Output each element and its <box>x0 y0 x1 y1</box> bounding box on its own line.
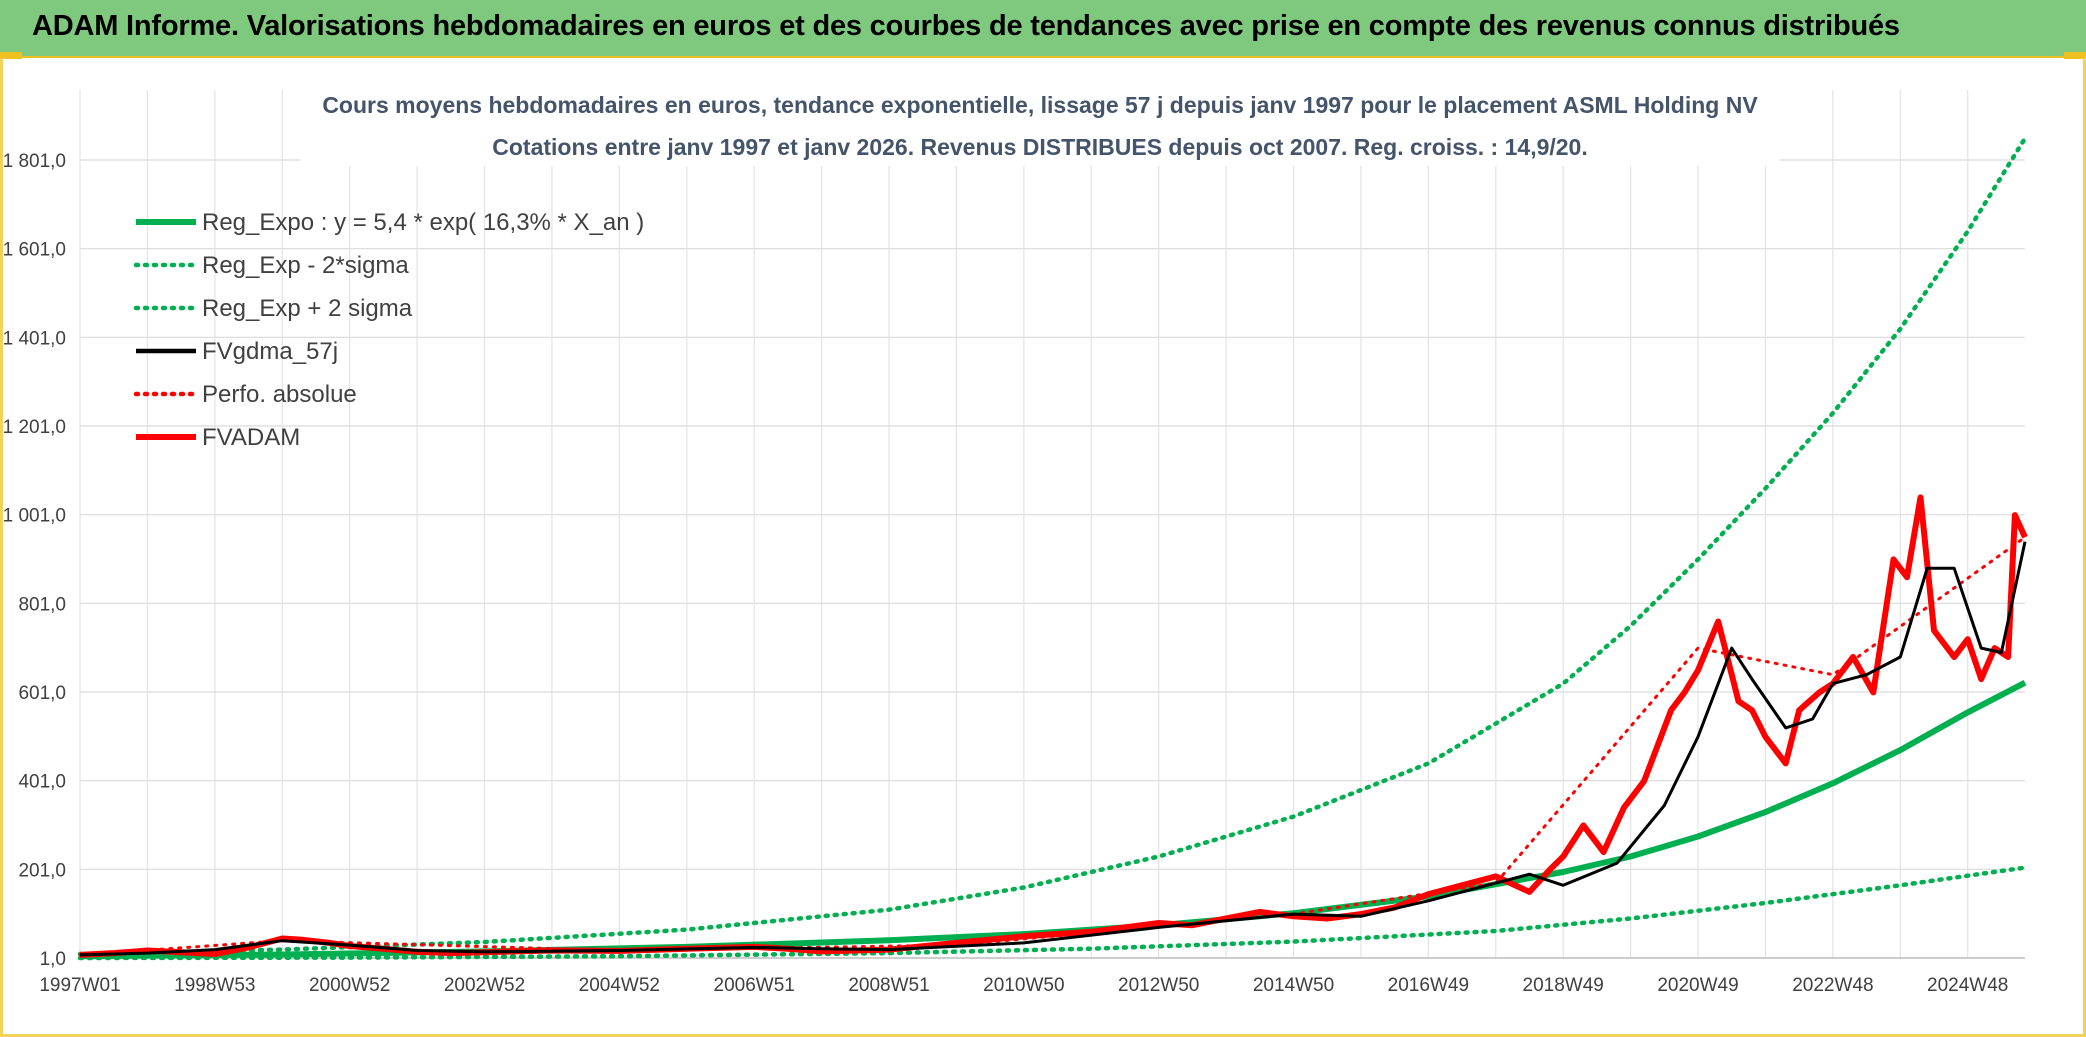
x-tick-label: 2018W49 <box>1523 975 1604 996</box>
x-tick-label: 2012W50 <box>1118 975 1199 996</box>
chart-title-line1: Cours moyens hebdomadaires en euros, ten… <box>322 92 1758 118</box>
y-tick-label: 401,0 <box>18 772 66 793</box>
frame-edge-right <box>2083 58 2086 1037</box>
y-axis-ticks: 1,0 201,0 401,0 601,0 801,0 1 001,0 1 201,0 1 4… <box>3 151 66 970</box>
y-tick-label: 201,0 <box>18 860 66 881</box>
legend-label: FVgdma_57j <box>202 338 338 365</box>
series-line <box>79 494 2028 958</box>
y-tick-label: 601,0 <box>18 683 66 704</box>
series-line <box>79 680 2027 960</box>
title-background <box>300 86 1780 166</box>
x-tick-label: 2000W52 <box>309 975 390 996</box>
y-tick-label: 801,0 <box>18 594 66 615</box>
legend-label: Perfo. absolue <box>202 381 357 408</box>
x-tick-label: 1997W01 <box>39 975 120 996</box>
x-tick-label: 2010W50 <box>983 975 1064 996</box>
x-tick-label: 2008W51 <box>848 975 929 996</box>
x-axis-ticks: 1997W01 1998W53 2000W52 2002W52 2004W52 2006W… <box>39 975 2008 996</box>
y-tick-label: 1,0 <box>40 949 66 970</box>
x-tick-label: 2020W49 <box>1657 975 1738 996</box>
legend-label: Reg_Expo : y = 5,4 * exp( 16,3% * X_an ) <box>202 209 644 236</box>
x-tick-label: 2006W51 <box>714 975 795 996</box>
chart-legend: Reg_Expo : y = 5,4 * exp( 16,3% * X_an )… <box>133 209 644 451</box>
chart-series <box>77 136 2028 961</box>
series-line <box>77 865 2028 961</box>
legend-label: Reg_Exp + 2 sigma <box>202 295 413 322</box>
y-tick-label: 1 401,0 <box>3 328 66 349</box>
report-banner: ADAM Informe. Valorisations hebdomadaire… <box>0 0 2086 58</box>
frame-edge-bottom <box>0 1034 2086 1037</box>
frame-edge-left <box>0 58 3 1037</box>
report-title: ADAM Informe. Valorisations hebdomadaire… <box>32 10 1900 42</box>
y-tick-label: 1 601,0 <box>3 240 66 261</box>
x-tick-label: 1998W53 <box>174 975 255 996</box>
series-line <box>78 535 2027 957</box>
chart-title-line2: Cotations entre janv 1997 et janv 2026. … <box>492 134 1588 160</box>
x-tick-label: 2004W52 <box>579 975 660 996</box>
series-line <box>79 541 2027 957</box>
x-tick-label: 2024W48 <box>1927 975 2008 996</box>
legend-label: FVADAM <box>202 424 300 451</box>
legend-label: Reg_Exp - 2*sigma <box>202 252 409 279</box>
x-tick-label: 2002W52 <box>444 975 525 996</box>
y-tick-label: 1 201,0 <box>3 417 66 438</box>
x-tick-label: 2022W48 <box>1792 975 1873 996</box>
y-tick-label: 1 801,0 <box>3 151 66 172</box>
corner-mark <box>0 52 22 59</box>
y-tick-label: 1 001,0 <box>3 506 66 527</box>
x-tick-label: 2016W49 <box>1388 975 1469 996</box>
series-line <box>77 136 2028 957</box>
x-tick-label: 2014W50 <box>1253 975 1334 996</box>
corner-mark <box>2064 52 2086 59</box>
